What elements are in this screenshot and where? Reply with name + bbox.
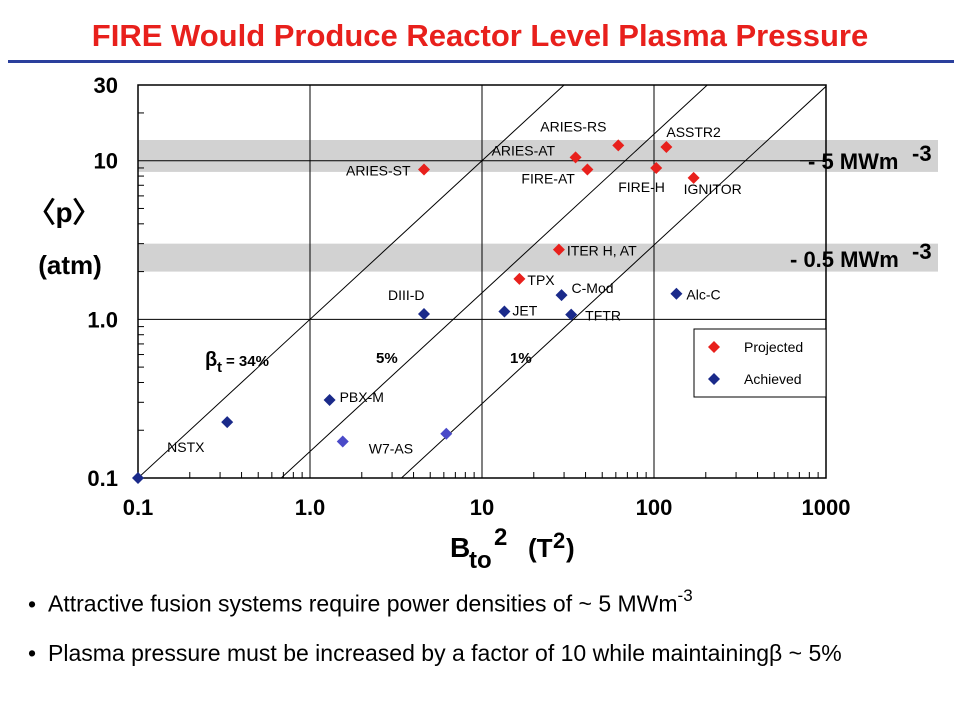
point-label: C-Mod (572, 280, 614, 296)
point-label: DIII-D (388, 287, 425, 303)
bullet-dot: • (28, 590, 37, 617)
achieved-point (670, 287, 683, 300)
page-title: FIRE Would Produce Reactor Level Plasma … (91, 18, 869, 53)
point-label: ARIES-AT (492, 142, 556, 158)
x-tick-label: 10 (470, 495, 494, 520)
legend-label: Projected (744, 339, 803, 355)
projected-point (650, 161, 663, 174)
beta-line (280, 85, 709, 478)
band-label-sup: -3 (912, 141, 932, 166)
achieved-point (440, 427, 453, 440)
bullet-2-text: Plasma pressure must be increased by a f… (48, 640, 842, 666)
band-label-sup: -3 (912, 239, 932, 264)
y-axis-label: 〈p〉 (27, 197, 100, 228)
y-tick-label: 0.1 (87, 466, 118, 491)
projected-point (569, 151, 582, 164)
achieved-point (132, 472, 144, 484)
beta-lines (138, 85, 826, 478)
achieved-point (336, 435, 349, 448)
legend-marker (708, 373, 720, 385)
projected-point (660, 140, 673, 153)
title-underline (8, 60, 954, 63)
bullet-1-sup: -3 (677, 586, 693, 605)
point-label: ASSTR2 (666, 124, 721, 140)
point-label: ARIES-RS (540, 118, 606, 134)
x-tick-label: 1.0 (295, 495, 326, 520)
x-axis-label-sub: to (469, 547, 492, 574)
achieved-point (221, 416, 234, 429)
point-label: NSTX (167, 439, 205, 455)
bullet-1-text: Attractive fusion systems require power … (48, 590, 678, 617)
y-tick-label: 30 (94, 73, 118, 98)
achieved-point (323, 394, 336, 407)
x-tick-label: 100 (636, 495, 673, 520)
point-label: FIRE-H (618, 179, 665, 195)
point-label: W7-AS (369, 440, 413, 456)
projected-point (552, 243, 565, 256)
projected-point (417, 163, 430, 176)
achieved-point (417, 308, 430, 321)
plot-frame (137, 84, 827, 479)
point-label: Alc-C (686, 287, 720, 303)
bullet-2: • Plasma pressure must be increased by a … (28, 640, 842, 667)
power-density-band (138, 140, 938, 172)
beta-line-label-sub: t (217, 359, 222, 376)
x-tick-label: 1000 (802, 495, 851, 520)
x-axis-unit: (T (528, 533, 553, 563)
achieved-point (555, 289, 568, 302)
y-tick-label: 10 (94, 149, 118, 174)
beta-line-label: 1% (510, 350, 532, 367)
point-label: TFTR (585, 308, 621, 324)
x-axis-unit-close: ) (566, 533, 575, 563)
y-tick-label: 1.0 (87, 307, 118, 332)
achieved-point (498, 305, 511, 318)
x-axis-label-sup: 2 (494, 524, 507, 551)
point-label: IGNITOR (684, 181, 742, 197)
projected-point (687, 171, 700, 184)
band-label: - 0.5 MWm (790, 247, 899, 272)
x-axis-unit-sup: 2 (553, 528, 565, 553)
point-label: JET (512, 303, 537, 319)
projected-point (612, 139, 625, 152)
beta-line-label: 5% (376, 350, 398, 367)
legend-box (693, 328, 827, 398)
power-density-band (138, 243, 938, 272)
point-label: PBX-M (340, 389, 384, 405)
point-label: ARIES-ST (346, 163, 411, 179)
beta-line (138, 85, 565, 478)
projected-point (513, 272, 526, 285)
achieved-point (565, 308, 578, 321)
x-tick-label: 0.1 (123, 495, 154, 520)
point-label: ITER H, AT (567, 243, 637, 259)
x-axis-label: B (450, 532, 470, 563)
legend-marker (708, 341, 720, 353)
projected-point (581, 163, 594, 176)
bullet-1: • Attractive fusion systems require power… (28, 586, 693, 618)
band-label: - 5 MWm (808, 149, 898, 174)
beta-line-label-rest: = 34% (226, 353, 269, 370)
beta-line (400, 86, 826, 478)
beta-line-label: β (205, 349, 217, 371)
bullet-dot: • (28, 640, 37, 666)
legend-label: Achieved (744, 371, 802, 387)
point-label: TPX (527, 272, 555, 288)
y-axis-unit: (atm) (38, 250, 102, 280)
point-label: FIRE-AT (521, 171, 575, 187)
